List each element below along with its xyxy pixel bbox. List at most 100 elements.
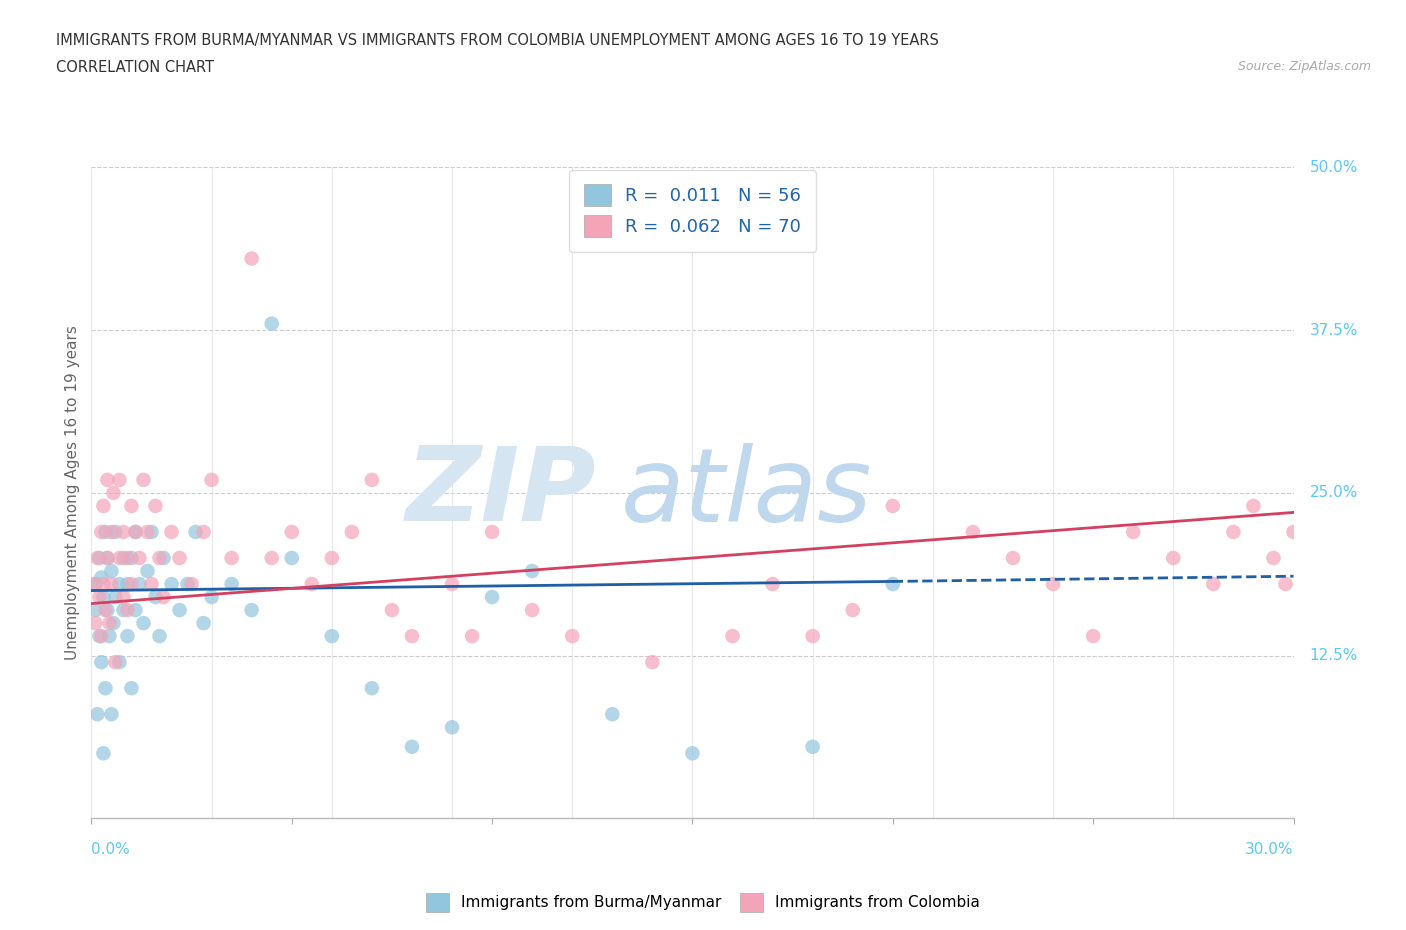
Point — [84, 577, 107, 591]
Point — [108, 472, 131, 487]
Point — [1001, 551, 1024, 565]
Point — [721, 629, 744, 644]
Text: 25.0%: 25.0% — [1309, 485, 1358, 500]
Point — [132, 616, 155, 631]
Point — [103, 616, 125, 631]
Point — [1202, 577, 1225, 591]
Point — [93, 498, 115, 513]
Point — [240, 251, 263, 266]
Point — [184, 525, 207, 539]
Point — [128, 577, 150, 591]
Point — [1222, 525, 1244, 539]
Point — [96, 551, 118, 565]
Point — [176, 577, 198, 591]
Point — [124, 525, 146, 539]
Point — [121, 681, 143, 696]
Point — [340, 525, 363, 539]
Point — [281, 551, 304, 565]
Point — [169, 551, 191, 565]
Point — [260, 316, 283, 331]
Point — [94, 681, 117, 696]
Point — [145, 498, 167, 513]
Point — [193, 525, 215, 539]
Point — [96, 472, 118, 487]
Legend: R =  0.011   N = 56, R =  0.062   N = 70: R = 0.011 N = 56, R = 0.062 N = 70 — [569, 170, 815, 252]
Point — [90, 629, 112, 644]
Point — [124, 525, 146, 539]
Point — [401, 629, 423, 644]
Point — [801, 629, 824, 644]
Point — [100, 525, 122, 539]
Point — [152, 590, 174, 604]
Point — [93, 746, 115, 761]
Point — [104, 590, 127, 604]
Point — [117, 577, 139, 591]
Point — [121, 551, 143, 565]
Point — [112, 603, 135, 618]
Point — [1282, 525, 1305, 539]
Point — [132, 472, 155, 487]
Point — [681, 746, 703, 761]
Point — [1243, 498, 1265, 513]
Point — [201, 472, 224, 487]
Point — [145, 590, 167, 604]
Point — [89, 629, 111, 644]
Point — [84, 616, 107, 631]
Point — [136, 525, 159, 539]
Point — [141, 577, 163, 591]
Text: Source: ZipAtlas.com: Source: ZipAtlas.com — [1237, 60, 1371, 73]
Point — [96, 603, 118, 618]
Point — [1083, 629, 1105, 644]
Text: 30.0%: 30.0% — [1246, 842, 1294, 857]
Point — [152, 551, 174, 565]
Point — [260, 551, 283, 565]
Point — [481, 590, 503, 604]
Point — [1161, 551, 1184, 565]
Point — [520, 564, 543, 578]
Point — [117, 603, 139, 618]
Text: IMMIGRANTS FROM BURMA/MYANMAR VS IMMIGRANTS FROM COLOMBIA UNEMPLOYMENT AMONG AGE: IMMIGRANTS FROM BURMA/MYANMAR VS IMMIGRA… — [56, 33, 939, 47]
Point — [641, 655, 664, 670]
Point — [221, 551, 243, 565]
Point — [104, 655, 127, 670]
Point — [1042, 577, 1064, 591]
Point — [841, 603, 863, 618]
Point — [169, 603, 191, 618]
Point — [301, 577, 323, 591]
Point — [141, 525, 163, 539]
Point — [82, 577, 104, 591]
Point — [1122, 525, 1144, 539]
Point — [94, 525, 117, 539]
Point — [89, 590, 111, 604]
Point — [401, 739, 423, 754]
Point — [98, 616, 121, 631]
Text: 12.5%: 12.5% — [1309, 648, 1358, 663]
Point — [93, 590, 115, 604]
Point — [121, 498, 143, 513]
Point — [136, 564, 159, 578]
Point — [128, 551, 150, 565]
Point — [121, 577, 143, 591]
Point — [100, 707, 122, 722]
Y-axis label: Unemployment Among Ages 16 to 19 years: Unemployment Among Ages 16 to 19 years — [65, 326, 80, 660]
Text: 0.0%: 0.0% — [91, 842, 131, 857]
Point — [98, 629, 121, 644]
Point — [112, 525, 135, 539]
Point — [117, 629, 139, 644]
Point — [461, 629, 484, 644]
Point — [481, 525, 503, 539]
Point — [180, 577, 202, 591]
Point — [148, 551, 170, 565]
Text: 37.5%: 37.5% — [1309, 323, 1358, 338]
Point — [381, 603, 404, 618]
Point — [86, 707, 108, 722]
Point — [801, 739, 824, 754]
Point — [100, 564, 122, 578]
Point — [103, 485, 125, 500]
Point — [360, 472, 382, 487]
Point — [93, 577, 115, 591]
Point — [221, 577, 243, 591]
Point — [90, 570, 112, 585]
Legend: Immigrants from Burma/Myanmar, Immigrants from Colombia: Immigrants from Burma/Myanmar, Immigrant… — [420, 887, 986, 918]
Point — [1274, 577, 1296, 591]
